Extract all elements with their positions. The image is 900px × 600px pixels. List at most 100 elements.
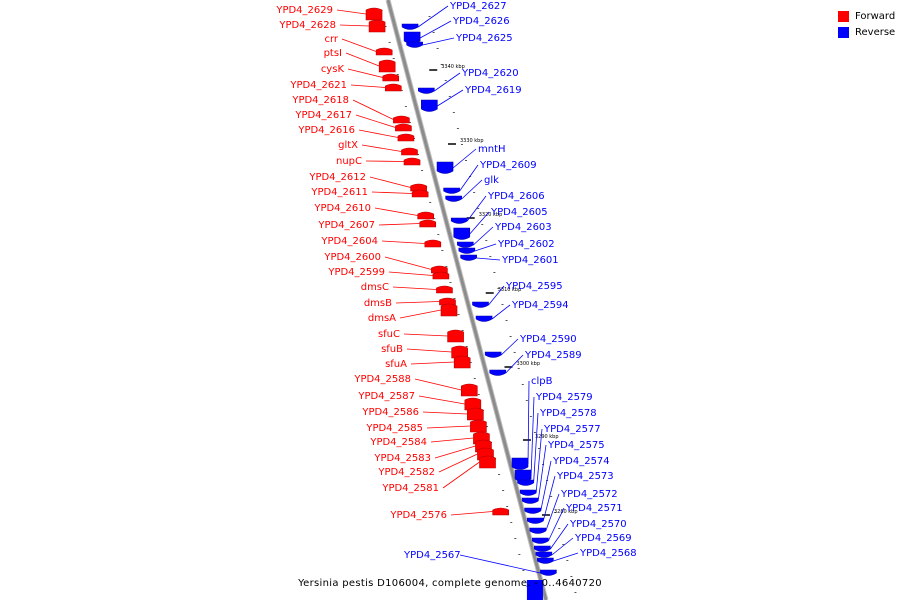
backbone-line <box>386 0 548 600</box>
reverse-leader-line <box>422 37 455 46</box>
tick-dot <box>562 544 565 545</box>
reverse-gene-label: YPD4_2568 <box>579 548 637 559</box>
reverse-gene-mark <box>521 497 539 504</box>
reverse-swatch <box>838 26 849 38</box>
legend-forward-label: Forward <box>855 10 896 22</box>
tick-dot <box>477 394 480 395</box>
forward-leader-line <box>336 9 367 15</box>
forward-leader-line <box>358 129 399 138</box>
reverse-gene-label: YPD4_2579 <box>535 392 593 403</box>
forward-gene-mark <box>431 265 448 274</box>
reverse-gene-label: YPD4_2569 <box>574 533 632 544</box>
forward-gene-label: dmsC <box>361 282 389 293</box>
reverse-gene-mark <box>453 227 471 240</box>
forward-gene-mark <box>417 211 435 220</box>
tick-dot <box>485 426 488 427</box>
forward-gene-label: ptsI <box>324 48 342 59</box>
tick-dot <box>465 346 468 347</box>
reverse-gene-mark <box>458 247 476 254</box>
tick-dot <box>400 90 403 91</box>
forward-gene-mark <box>424 239 442 248</box>
reverse-gene-label: YPD4_2625 <box>455 33 513 44</box>
tick-dot <box>497 288 500 289</box>
reverse-leader-line <box>491 304 511 320</box>
reverse-leader-line <box>452 148 477 169</box>
tick-dot <box>392 58 395 59</box>
forward-gene-label: YPD4_2584 <box>369 437 427 448</box>
forward-leader-line <box>355 114 396 128</box>
reverse-gene-label: YPD4_2594 <box>511 300 569 311</box>
tick-dot <box>473 192 476 193</box>
scale-label: 3320 kbp <box>479 212 503 218</box>
legend: Forward Reverse <box>838 8 895 40</box>
tick-dot <box>509 336 512 337</box>
tick-dot <box>437 234 440 235</box>
tick-dot <box>473 378 476 379</box>
forward-leader-line <box>422 411 468 415</box>
reverse-gene-mark <box>540 569 557 576</box>
reverse-leader-line <box>419 20 452 39</box>
reverse-leader-line <box>500 338 519 356</box>
tick-dot <box>428 16 431 17</box>
tick-dot <box>477 208 480 209</box>
tick-dot <box>498 474 501 475</box>
tick-dot <box>522 570 525 571</box>
forward-gene-mark <box>439 297 456 306</box>
forward-leader-line <box>406 348 452 353</box>
forward-leader-line <box>399 309 442 319</box>
forward-gene-mark <box>368 19 386 33</box>
forward-gene-label: gltX <box>338 140 358 151</box>
reverse-gene-mark <box>529 527 547 534</box>
tick-dot <box>444 80 447 81</box>
forward-gene-mark <box>393 115 410 124</box>
forward-gene-label: YPD4_2576 <box>389 510 447 521</box>
tick-dot <box>404 106 407 107</box>
forward-leader-line <box>339 24 370 27</box>
tick-dot <box>452 112 455 113</box>
reverse-gene-label: YPD4_2602 <box>497 239 555 250</box>
reverse-leader-line <box>437 89 464 107</box>
reverse-gene-mark <box>421 99 438 112</box>
forward-gene-mark <box>382 73 400 82</box>
forward-leader-line <box>361 144 402 152</box>
forward-leader-line <box>395 301 440 304</box>
reverse-gene-label: YPD4_2573 <box>556 471 614 482</box>
scale-label: 3340 kbp <box>441 64 465 70</box>
forward-leader-line <box>442 461 480 489</box>
forward-gene-mark <box>410 183 427 192</box>
reverse-leader-line <box>535 428 543 494</box>
tick-dot <box>493 272 496 273</box>
forward-gene-mark <box>453 355 471 369</box>
tick-dot <box>533 432 536 433</box>
tick-dot <box>525 400 528 401</box>
reverse-leader-line <box>551 537 574 556</box>
tick-dot <box>429 202 432 203</box>
reverse-leader-line <box>466 195 487 222</box>
tick-dot <box>537 448 540 449</box>
tick-dot <box>456 128 459 129</box>
forward-gene-label: YPD4_2611 <box>310 187 368 198</box>
forward-gene-label: YPD4_2604 <box>320 236 378 247</box>
reverse-leader-line <box>469 211 490 235</box>
reverse-gene-label: YPD4_2567 <box>403 550 461 561</box>
reverse-gene-label: YPD4_2575 <box>547 440 605 451</box>
reverse-gene-mark <box>436 161 454 174</box>
forward-leader-line <box>388 271 433 276</box>
reverse-gene-mark <box>417 87 435 94</box>
reverse-gene-mark <box>511 457 529 470</box>
forward-leader-line <box>371 191 413 194</box>
forward-gene-label: YPD4_2581 <box>381 483 439 494</box>
forward-leader-line <box>434 445 476 459</box>
tick-dot <box>453 298 456 299</box>
forward-gene-label: YPD4_2607 <box>317 220 375 231</box>
reverse-gene-label: YPD4_2605 <box>490 207 548 218</box>
reverse-gene-label: YPD4_2571 <box>565 503 623 514</box>
forward-gene-label: YPD4_2628 <box>278 20 336 31</box>
reverse-gene-mark <box>457 241 474 248</box>
forward-leader-line <box>418 395 465 405</box>
scale-label: 3280 kbp <box>554 509 578 515</box>
reverse-gene-mark <box>489 369 507 376</box>
forward-leader-line <box>350 84 386 88</box>
reverse-gene-mark <box>472 301 489 308</box>
tick-dot <box>384 26 387 27</box>
